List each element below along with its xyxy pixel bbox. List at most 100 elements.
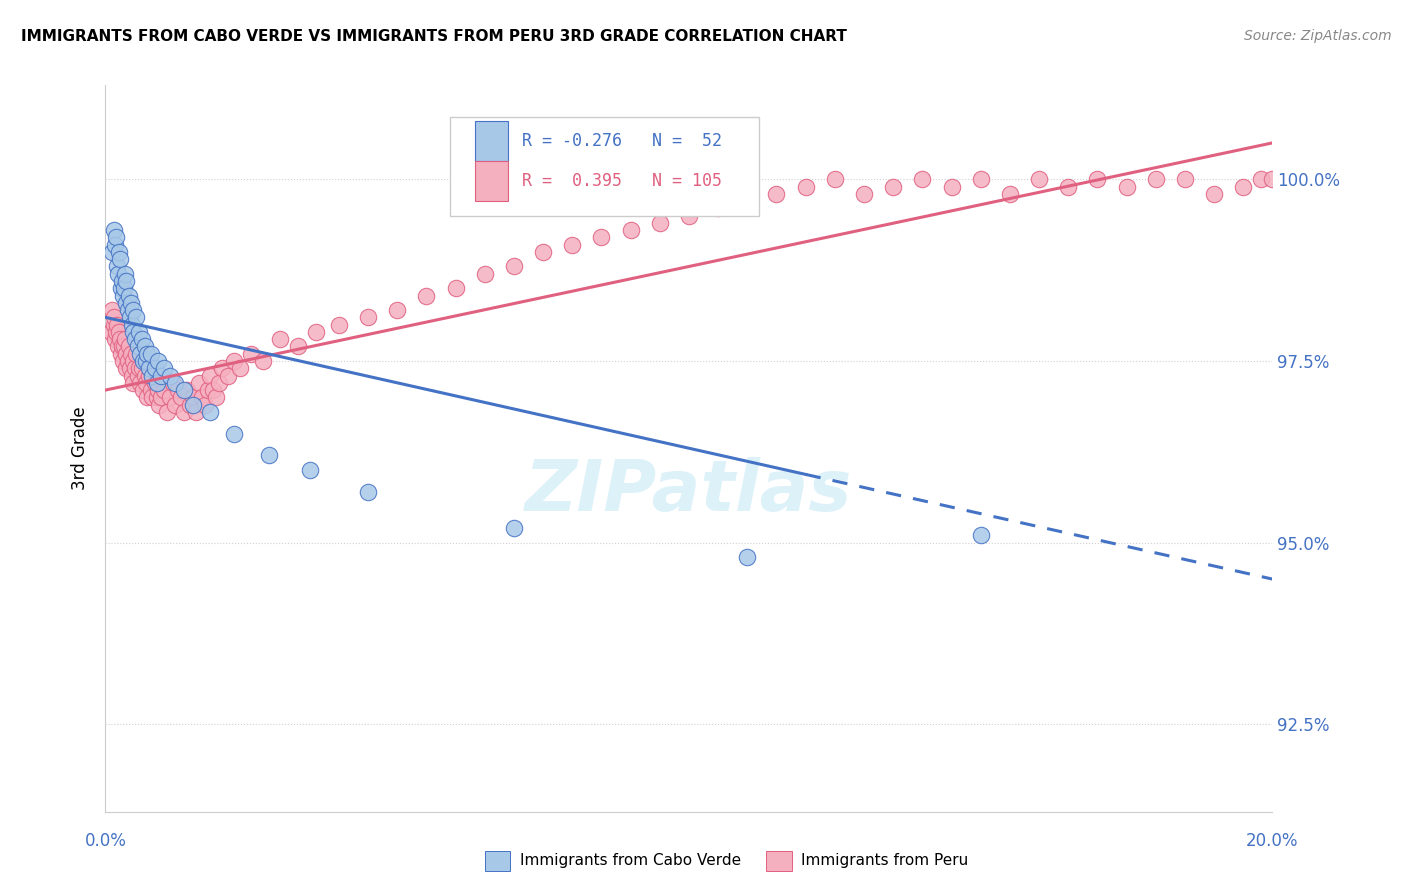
Point [111,339,134,353]
Point [110,281,132,295]
FancyBboxPatch shape [475,121,508,161]
Point [114,267,136,281]
Point [200,405,222,419]
Point [824,172,846,186]
Point [190,390,212,404]
Point [208,376,231,390]
Point [882,179,904,194]
Text: R =  0.395   N = 105: R = 0.395 N = 105 [522,172,723,190]
Point [132,354,155,368]
Point [125,347,148,361]
Point [121,368,143,383]
Point [107,339,129,353]
Point [111,288,134,302]
Point [165,376,187,390]
Point [181,398,204,412]
Point [129,376,152,390]
Point [108,244,131,259]
Point [165,398,187,412]
Point [1057,179,1080,194]
Point [173,405,195,419]
Point [149,368,172,383]
Point [104,325,127,339]
Point [357,310,380,325]
Point [222,426,245,441]
Point [117,303,139,318]
Point [620,223,643,237]
Point [146,376,169,390]
Point [101,244,124,259]
Point [179,398,201,412]
Point [112,339,135,353]
Point [115,274,138,288]
Point [357,484,380,499]
Point [531,244,554,259]
Point [503,521,526,535]
Point [132,383,155,397]
Point [108,332,131,346]
Point [794,179,817,194]
Point [184,405,207,419]
Point [852,186,875,201]
Point [125,310,148,325]
Point [103,318,125,332]
Point [101,303,124,318]
Point [222,354,245,368]
Point [136,390,159,404]
Point [228,361,250,376]
Point [1115,179,1137,194]
Point [156,405,179,419]
Point [194,398,217,412]
Point [176,383,198,397]
Point [110,347,132,361]
Point [173,383,195,397]
Point [118,361,141,376]
Point [111,354,134,368]
Point [159,368,181,383]
Point [287,339,309,353]
Point [118,339,141,353]
Point [298,463,321,477]
Point [138,361,160,376]
Point [561,237,583,252]
Point [134,368,156,383]
FancyBboxPatch shape [450,118,759,216]
Point [135,354,157,368]
Point [167,383,190,397]
Point [108,325,131,339]
Point [105,260,128,274]
Point [205,390,228,404]
Point [103,223,125,237]
Point [118,288,141,302]
Point [104,230,127,244]
Point [134,339,156,353]
Point [121,318,143,332]
Point [270,332,292,346]
Point [143,376,166,390]
Point [444,281,467,295]
Point [114,332,136,346]
Point [217,368,239,383]
Point [104,237,127,252]
Point [100,325,122,339]
Point [1087,172,1109,186]
Point [146,383,169,397]
Point [1144,172,1167,186]
Text: Source: ZipAtlas.com: Source: ZipAtlas.com [1244,29,1392,43]
Point [104,332,127,346]
Text: R = -0.276   N =  52: R = -0.276 N = 52 [522,132,723,150]
Point [765,186,787,201]
Point [162,376,184,390]
Point [1232,179,1254,194]
Text: IMMIGRANTS FROM CABO VERDE VS IMMIGRANTS FROM PERU 3RD GRADE CORRELATION CHART: IMMIGRANTS FROM CABO VERDE VS IMMIGRANTS… [21,29,846,44]
Point [120,347,142,361]
Point [131,361,153,376]
Point [648,216,671,230]
Point [1204,186,1226,201]
Text: ZIPatlas: ZIPatlas [526,458,852,526]
Point [105,318,128,332]
Point [108,252,131,267]
Point [1250,172,1272,186]
Point [146,390,169,404]
Point [970,528,993,542]
